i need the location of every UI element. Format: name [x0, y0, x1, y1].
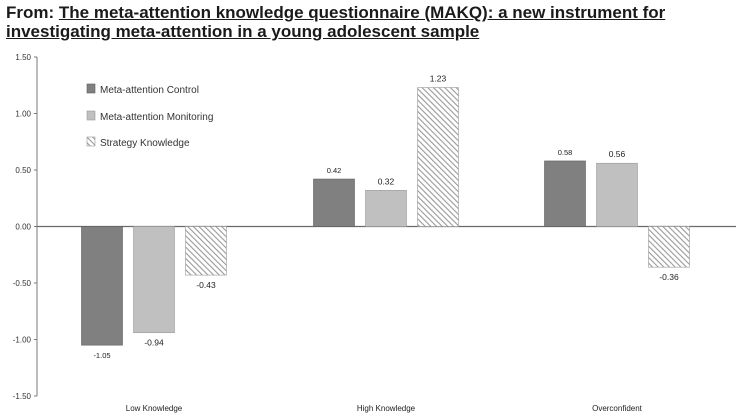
y-tick-label: -1.00 — [13, 336, 32, 345]
legend-swatch-monitoring — [86, 110, 96, 121]
data-label: -0.36 — [659, 272, 679, 282]
y-tick-label: 1.00 — [15, 110, 31, 119]
header-prefix: From: — [6, 3, 55, 22]
data-label: 0.56 — [609, 149, 626, 159]
x-category-label: High Knowledge — [357, 404, 416, 413]
y-tick-label: -1.50 — [13, 392, 32, 401]
data-label: 0.42 — [327, 166, 342, 175]
data-label: -0.94 — [144, 338, 164, 348]
bar-monitoring — [133, 226, 175, 334]
legend-swatch-strategy — [86, 136, 96, 147]
bar-monitoring — [596, 162, 638, 227]
data-label: 0.58 — [558, 148, 573, 157]
y-tick-label: 1.50 — [15, 53, 31, 62]
data-label: 1.23 — [430, 74, 447, 84]
data-label: 0.32 — [378, 176, 395, 186]
legend-label-strategy: Strategy Knowledge — [100, 138, 190, 149]
y-tick-label: -0.50 — [13, 279, 32, 288]
bar-strategy — [417, 87, 459, 227]
legend-label-control: Meta-attention Control — [100, 85, 199, 96]
data-label: -0.43 — [196, 280, 216, 290]
bar-strategy — [185, 226, 227, 276]
y-tick-label: 0.00 — [15, 223, 31, 232]
bar-monitoring — [365, 190, 407, 227]
bar-control — [81, 226, 123, 346]
bar-control — [313, 178, 355, 227]
article-title-link[interactable]: The meta-attention knowledge questionnai… — [6, 3, 666, 41]
figure-header: From: The meta-attention knowledge quest… — [6, 3, 734, 41]
y-tick-label: 0.50 — [15, 166, 31, 175]
bar-strategy — [648, 226, 690, 268]
legend-label-monitoring: Meta-attention Monitoring — [100, 112, 213, 123]
x-category-label: Overconfident — [592, 404, 643, 413]
bar-control — [544, 160, 586, 227]
data-label: -1.05 — [93, 351, 110, 360]
x-category-label: Low Knowledge — [126, 404, 183, 413]
legend-swatch-control — [86, 83, 96, 94]
